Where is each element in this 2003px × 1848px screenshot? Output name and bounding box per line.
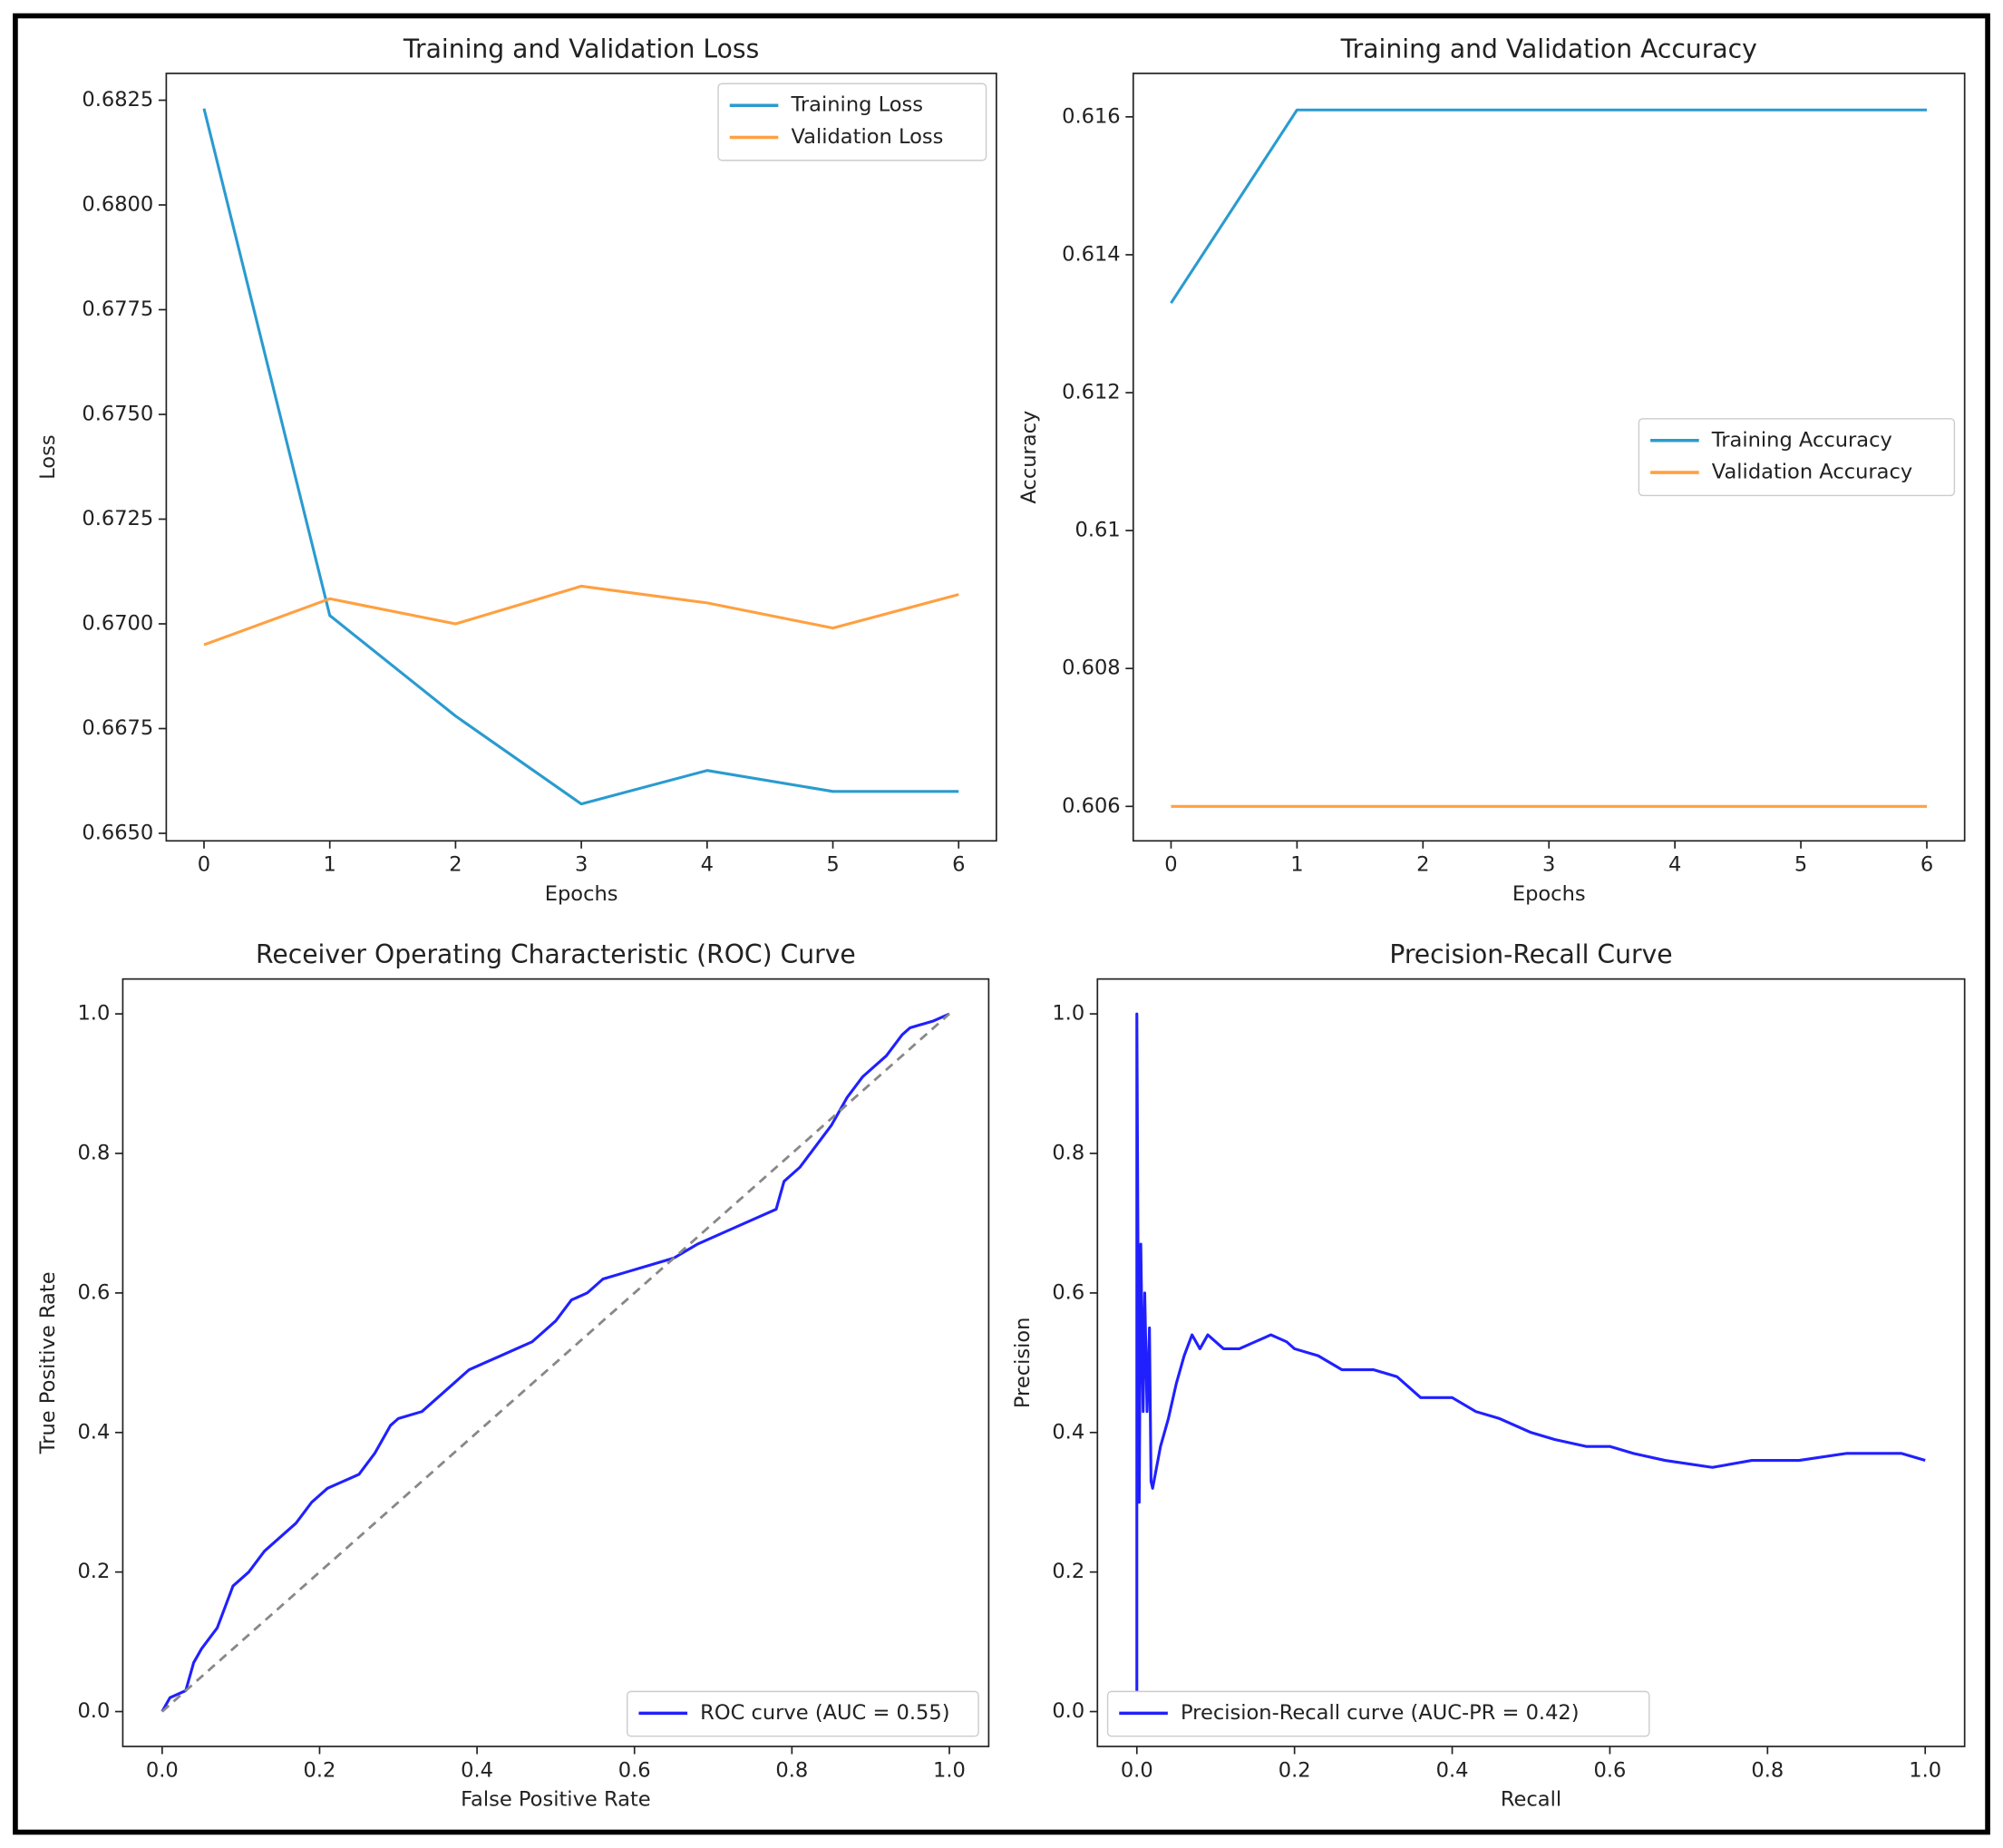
x-tick-label: 1 <box>324 853 336 877</box>
legend-label: ROC curve (AUC = 0.55) <box>700 1701 949 1725</box>
chart-title: Precision-Recall Curve <box>1389 939 1672 969</box>
chart-title: Training and Validation Accuracy <box>1340 34 1757 64</box>
legend-label: Validation Loss <box>791 125 943 149</box>
x-tick-label: 5 <box>826 853 839 877</box>
y-axis-label: Accuracy <box>1017 411 1041 504</box>
legend-label: Precision-Recall curve (AUC-PR = 0.42) <box>1181 1701 1580 1725</box>
y-tick-label: 0.6725 <box>82 507 153 530</box>
x-tick-label: 0 <box>198 853 210 877</box>
y-tick-label: 0.6750 <box>82 403 153 426</box>
y-tick-label: 0.6 <box>1052 1280 1084 1304</box>
y-tick-label: 0.4 <box>77 1420 110 1444</box>
series-line <box>1170 108 1927 305</box>
axes-frame <box>122 977 990 1747</box>
legend-label: Validation Accuracy <box>1712 461 1912 484</box>
axes-frame <box>1096 977 1966 1747</box>
legend: ROC curve (AUC = 0.55) <box>627 1690 979 1737</box>
y-tick-label: 0.6650 <box>82 821 153 844</box>
x-tick-label: 0.8 <box>775 1758 808 1782</box>
x-tick-label: 0.0 <box>146 1758 179 1782</box>
x-tick-label: 6 <box>1920 853 1933 877</box>
subplot: Training and Validation Accuracy Epochs Ac… <box>1017 34 1966 906</box>
x-tick-label: 1.0 <box>933 1758 966 1782</box>
axes-frame <box>1132 73 1966 842</box>
legend-label: Training Loss <box>790 93 923 117</box>
chart-title: Receiver Operating Characteristic (ROC) … <box>256 939 856 969</box>
y-tick-label: 0.0 <box>1052 1699 1084 1723</box>
y-tick-label: 0.608 <box>1062 657 1121 680</box>
y-tick-label: 0.4 <box>1052 1420 1084 1444</box>
y-tick-label: 0.8 <box>77 1142 110 1165</box>
legend-box <box>1106 1690 1650 1737</box>
y-tick-label: 0.612 <box>1062 381 1121 404</box>
y-tick-label: 0.6700 <box>82 612 153 636</box>
y-tick-label: 0.6675 <box>82 716 153 740</box>
y-tick-label: 0.606 <box>1062 794 1121 818</box>
x-axis-label: Epochs <box>1512 882 1586 906</box>
y-tick-label: 0.8 <box>1052 1142 1084 1165</box>
x-axis-label: Epochs <box>545 882 618 906</box>
x-tick-label: 3 <box>575 853 588 877</box>
y-tick-label: 0.0 <box>77 1699 110 1723</box>
y-tick-label: 1.0 <box>77 1002 110 1026</box>
series-line <box>1135 1012 1926 1712</box>
x-tick-label: 0.0 <box>1121 1758 1153 1782</box>
x-tick-label: 4 <box>701 853 714 877</box>
legend-box <box>627 1690 979 1737</box>
y-tick-label: 0.2 <box>77 1560 110 1583</box>
y-axis-label: True Positive Rate <box>36 1271 60 1454</box>
chart-title: Training and Validation Loss <box>403 34 759 64</box>
series-line <box>203 584 959 647</box>
x-tick-label: 1 <box>1290 853 1303 877</box>
legend-label: Training Accuracy <box>1711 428 1892 452</box>
subplot: Training and Validation Loss Epochs Loss 0 1… <box>36 34 997 906</box>
y-tick-label: 0.6800 <box>82 193 153 217</box>
x-tick-label: 6 <box>952 853 965 877</box>
x-tick-label: 2 <box>449 853 462 877</box>
y-axis-label: Loss <box>36 434 60 479</box>
x-tick-label: 0.4 <box>461 1758 493 1782</box>
series-line <box>202 108 959 806</box>
legend-box <box>1638 418 1956 497</box>
series-line <box>160 1012 950 1713</box>
y-tick-label: 1.0 <box>1052 1002 1084 1026</box>
axes-frame <box>165 73 997 842</box>
x-tick-label: 0 <box>1164 853 1177 877</box>
legend: Training Accuracy Validation Accuracy <box>1638 418 1956 497</box>
x-tick-label: 1.0 <box>1909 1758 1941 1782</box>
x-axis-label: False Positive Rate <box>461 1788 651 1812</box>
x-tick-label: 0.2 <box>1279 1758 1311 1782</box>
y-tick-label: 0.2 <box>1052 1560 1084 1583</box>
y-tick-label: 0.6825 <box>82 88 153 112</box>
x-axis-label: Recall <box>1501 1788 1561 1812</box>
y-tick-label: 0.614 <box>1062 242 1121 266</box>
y-tick-label: 0.6 <box>77 1280 110 1304</box>
x-tick-label: 3 <box>1542 853 1555 877</box>
y-tick-label: 0.61 <box>1074 519 1120 542</box>
y-tick-label: 0.6775 <box>82 297 153 321</box>
x-tick-label: 2 <box>1416 853 1429 877</box>
x-tick-label: 0.2 <box>304 1758 336 1782</box>
x-tick-label: 5 <box>1794 853 1807 877</box>
reference-line <box>160 1013 950 1713</box>
y-axis-label: Precision <box>1011 1318 1035 1409</box>
legend-box <box>717 83 987 161</box>
figure-frame <box>13 13 1990 1835</box>
subplot: Precision-Recall Curve Recall Precision 0.0… <box>1011 939 1966 1812</box>
x-tick-label: 0.6 <box>618 1758 651 1782</box>
legend: Precision-Recall curve (AUC-PR = 0.42) <box>1106 1690 1650 1737</box>
subplot: Receiver Operating Characteristic (ROC) … <box>36 939 990 1812</box>
legend: Training Loss Validation Loss <box>717 83 987 161</box>
x-tick-label: 0.4 <box>1436 1758 1469 1782</box>
x-tick-label: 4 <box>1668 853 1681 877</box>
x-tick-label: 0.8 <box>1751 1758 1784 1782</box>
x-tick-label: 0.6 <box>1594 1758 1627 1782</box>
y-tick-label: 0.616 <box>1062 104 1121 128</box>
